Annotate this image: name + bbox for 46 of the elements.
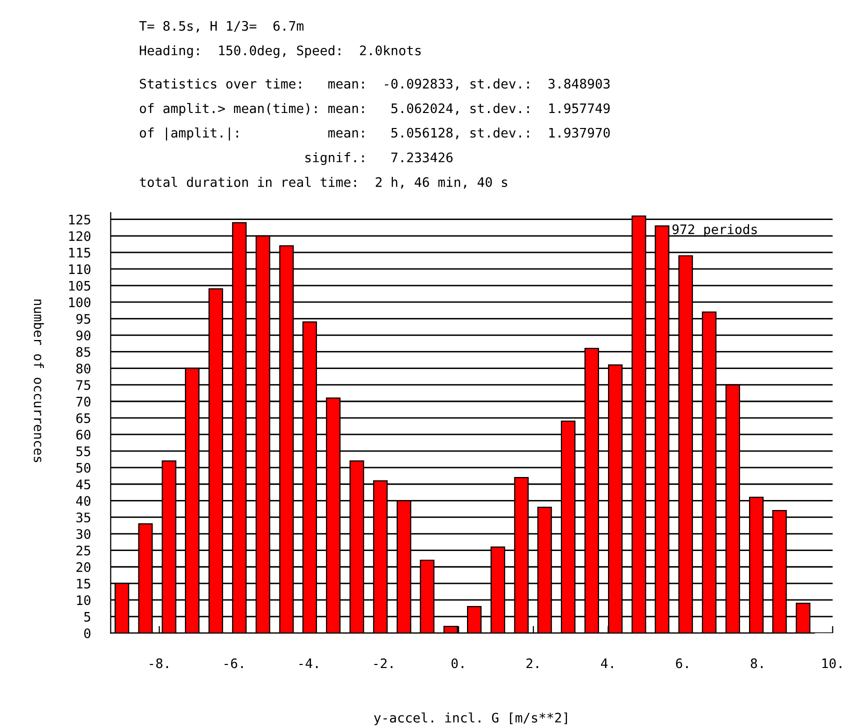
y-tick-label: 90 [76, 330, 90, 340]
text: of amplit.> mean(time): mean: 5.062024, st.dev.: 1.957749 [140, 103, 610, 116]
y-tick-label: 105 [69, 280, 90, 291]
y-tick-label: 125 [69, 214, 90, 225]
y-tick-label: 110 [69, 264, 90, 274]
x-tick-label: 0. [452, 658, 464, 668]
y-tick-label: 65 [76, 413, 90, 424]
y-tick-label: 5 [84, 612, 90, 622]
y-tick-label: 0 [84, 628, 90, 638]
y-tick-label: 15 [77, 578, 90, 589]
x-tick-label: -2. [374, 658, 392, 668]
y-tick-label: 45 [76, 480, 90, 490]
x-tick-label: -4. [299, 658, 318, 668]
text: T= 8.5s, H 1/3= 6.7m [139, 20, 304, 32]
y-tick-label: 20 [76, 562, 90, 572]
y-tick-label: 55 [76, 446, 90, 456]
x-axis-title: y-accel. incl. G [m/s**2] [374, 712, 567, 726]
y-tick-label: 100 [69, 297, 90, 308]
x-tick-label: 6. [676, 658, 688, 668]
y-tick-label: 10 [77, 595, 90, 606]
text: total duration in real time: 2 h, 46 min, 40 s [140, 176, 508, 189]
text: of |amplit.|: mean: 5.056128, st.dev.: 1.937970 [140, 127, 610, 141]
y-tick-label: 85 [76, 347, 90, 357]
annotation: 972 periods [672, 224, 757, 237]
text: Heading: 150.0deg, Speed: 2.0knots [140, 45, 421, 58]
y-tick-label: 120 [69, 231, 90, 242]
y-tick-label: 80 [76, 364, 90, 374]
x-tick-label: -8. [150, 658, 168, 668]
y-tick-label: 60 [76, 430, 90, 440]
y-tick-label: 75 [76, 380, 90, 390]
text: Statistics over time: mean: -0.092833, st.dev.: 3.848903 [140, 78, 610, 90]
y-axis-title: number of occurrences [34, 300, 44, 462]
y-tick-label: 50 [76, 462, 90, 473]
y-tick-label: 40 [76, 496, 90, 506]
text: signif.: 7.233426 [305, 152, 453, 165]
x-tick-label: 10. [822, 658, 842, 668]
y-tick-label: 70 [76, 396, 90, 407]
y-tick-label: 35 [76, 512, 90, 522]
y-tick-label: 30 [76, 529, 90, 539]
x-tick-label: -6. [224, 658, 243, 668]
y-tick-label: 25 [76, 546, 90, 556]
x-tick-label: 8. [750, 658, 763, 668]
y-tick-label: 115 [69, 248, 90, 258]
y-tick-label: 95 [76, 314, 90, 324]
x-tick-label: 4. [600, 658, 613, 668]
x-tick-label: 2. [526, 658, 538, 668]
